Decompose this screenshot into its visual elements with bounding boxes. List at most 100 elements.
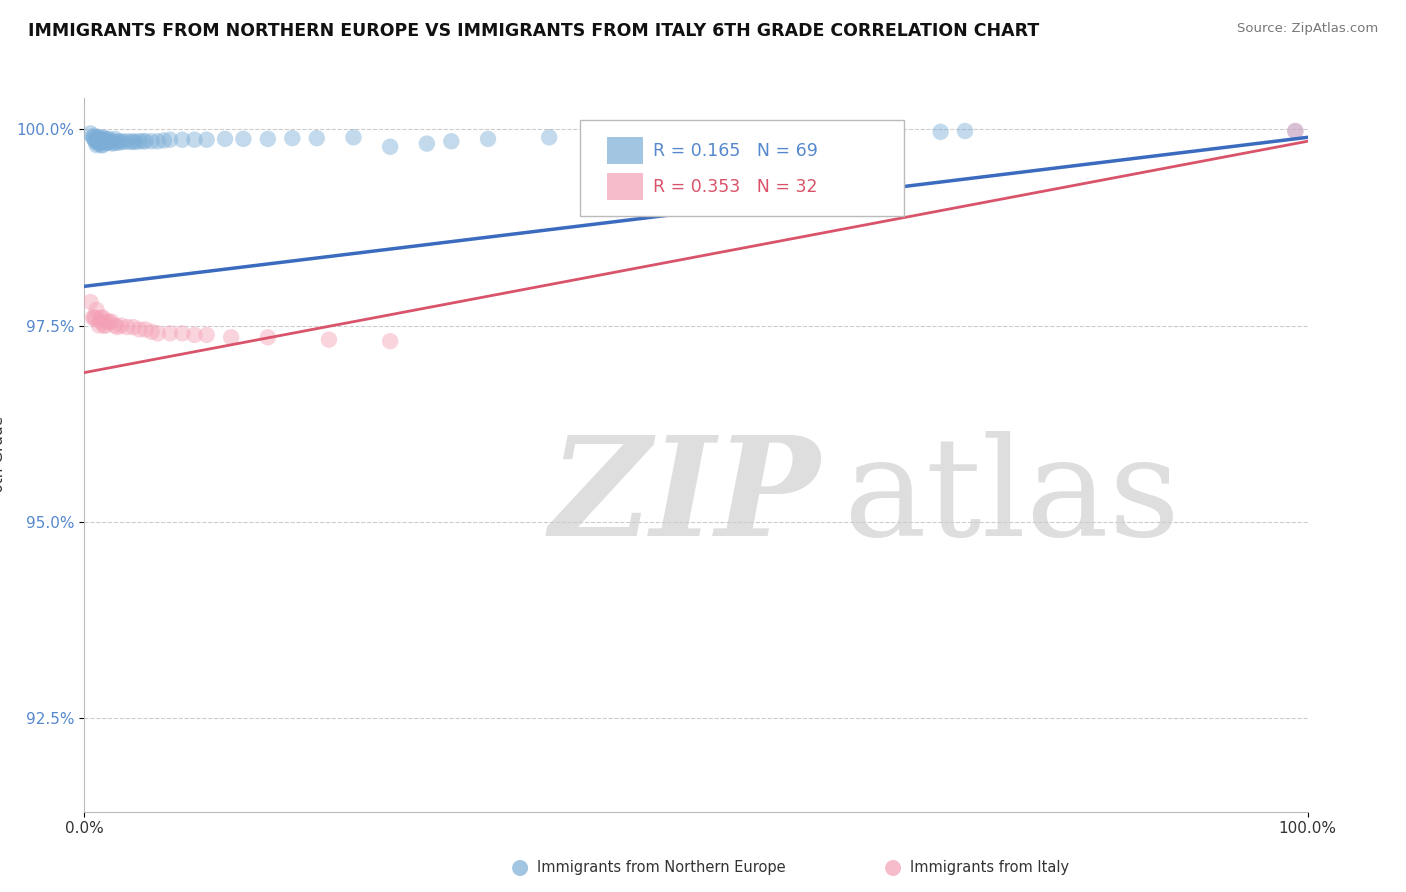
Point <box>82 310 104 325</box>
Point <box>89 136 111 150</box>
Point <box>141 134 163 148</box>
Point <box>105 134 128 148</box>
Point <box>807 127 830 141</box>
Point <box>128 322 150 336</box>
Point <box>342 130 364 145</box>
FancyBboxPatch shape <box>579 120 904 216</box>
Point <box>110 134 132 148</box>
Point <box>869 126 891 140</box>
Point <box>146 134 169 148</box>
Point <box>172 133 194 147</box>
Text: ●: ● <box>512 857 529 877</box>
Point <box>96 315 118 329</box>
Point <box>132 134 155 148</box>
Point <box>183 133 205 147</box>
Point <box>82 130 104 145</box>
Point <box>172 326 194 341</box>
Point <box>94 134 117 148</box>
Point <box>89 132 111 146</box>
Point <box>90 134 112 148</box>
FancyBboxPatch shape <box>606 137 644 164</box>
Text: ZIP: ZIP <box>550 431 820 565</box>
Point <box>214 132 236 146</box>
Point <box>87 136 110 151</box>
Point <box>87 132 110 146</box>
Point <box>91 130 114 145</box>
Point <box>135 322 157 336</box>
Point <box>146 326 169 341</box>
Point <box>84 310 107 325</box>
Point <box>195 327 218 342</box>
Point <box>87 134 110 148</box>
Point <box>93 132 115 146</box>
Point <box>87 130 110 145</box>
Point <box>586 128 609 142</box>
Point <box>96 136 118 150</box>
Point <box>84 134 107 148</box>
Point <box>929 125 952 139</box>
Point <box>104 318 127 333</box>
Point <box>91 134 114 148</box>
Y-axis label: 6th Grade: 6th Grade <box>0 417 6 493</box>
Point <box>93 318 115 333</box>
Point <box>90 310 112 325</box>
Text: Source: ZipAtlas.com: Source: ZipAtlas.com <box>1237 22 1378 36</box>
Point <box>440 134 463 148</box>
Point <box>219 330 242 344</box>
Point <box>100 134 122 148</box>
Point <box>104 136 127 150</box>
Point <box>380 140 402 154</box>
Point <box>90 138 112 153</box>
Point <box>107 136 129 150</box>
Point <box>122 320 145 334</box>
Point <box>318 333 340 347</box>
Point <box>86 134 108 148</box>
Point <box>183 327 205 342</box>
Point <box>101 136 124 151</box>
Text: Immigrants from Northern Europe: Immigrants from Northern Europe <box>537 860 786 874</box>
Point <box>257 132 280 146</box>
Point <box>87 318 110 333</box>
Point <box>1284 124 1306 138</box>
Point <box>97 132 120 146</box>
Point <box>91 310 114 325</box>
Point <box>97 136 120 150</box>
Point <box>195 133 218 147</box>
Point <box>115 134 138 148</box>
Point <box>257 330 280 344</box>
Point <box>380 334 402 349</box>
Point <box>100 315 122 329</box>
Point <box>96 132 118 146</box>
Point <box>128 134 150 148</box>
Point <box>135 134 157 148</box>
Point <box>305 131 328 145</box>
Point <box>747 127 769 141</box>
Text: R = 0.353   N = 32: R = 0.353 N = 32 <box>654 178 818 195</box>
Point <box>97 134 120 148</box>
Point <box>89 315 111 329</box>
Point <box>86 138 108 153</box>
Point <box>79 127 101 141</box>
Point <box>120 135 142 149</box>
Point <box>153 133 176 147</box>
Text: IMMIGRANTS FROM NORTHERN EUROPE VS IMMIGRANTS FROM ITALY 6TH GRADE CORRELATION C: IMMIGRANTS FROM NORTHERN EUROPE VS IMMIG… <box>28 22 1039 40</box>
Point <box>110 318 132 333</box>
Point <box>624 128 647 143</box>
Point <box>83 128 105 143</box>
Point <box>104 132 127 146</box>
Point <box>159 133 181 147</box>
Text: Immigrants from Italy: Immigrants from Italy <box>910 860 1069 874</box>
Text: R = 0.165   N = 69: R = 0.165 N = 69 <box>654 142 818 160</box>
Point <box>538 130 561 145</box>
Point <box>97 315 120 329</box>
Point <box>115 320 138 334</box>
Point <box>112 135 135 149</box>
Text: ●: ● <box>884 857 901 877</box>
Point <box>1284 124 1306 138</box>
Point <box>141 325 163 339</box>
Point <box>281 131 304 145</box>
FancyBboxPatch shape <box>606 173 644 200</box>
Point <box>94 318 117 333</box>
Point <box>232 132 254 146</box>
Point <box>86 130 108 145</box>
